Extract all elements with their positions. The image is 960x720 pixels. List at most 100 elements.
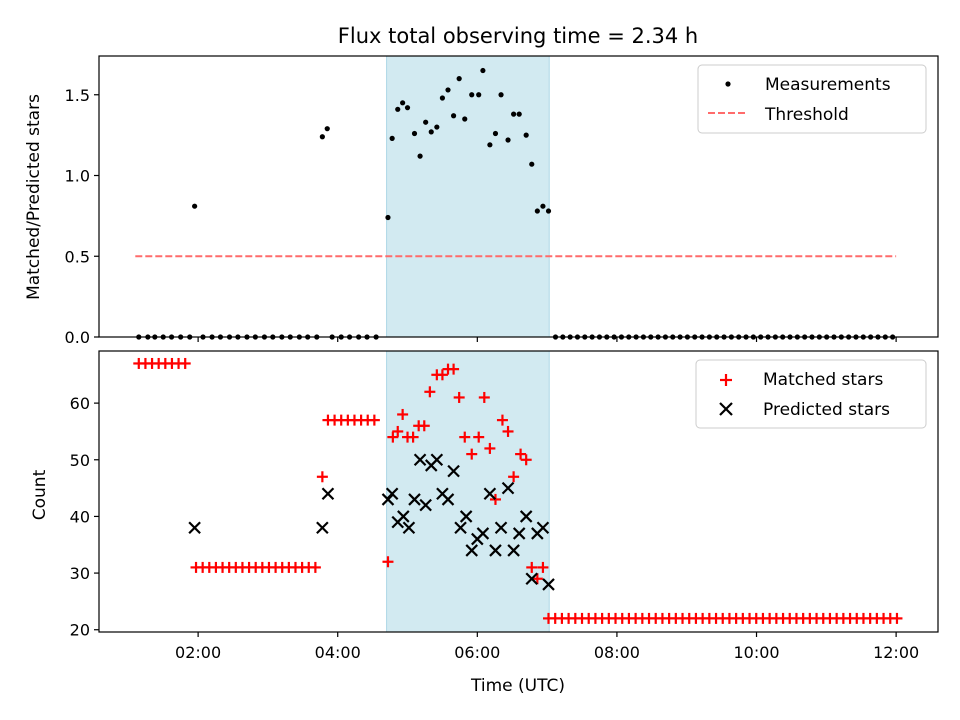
- matched-star-point: [537, 561, 549, 573]
- measurement-point: [217, 334, 224, 340]
- measurement-point: [648, 334, 654, 340]
- measurement-point: [802, 334, 808, 340]
- matched-star-point: [484, 442, 496, 454]
- bottom-observing-span: [386, 350, 550, 633]
- matched-star-point: [392, 425, 404, 437]
- measurement-point: [750, 334, 756, 340]
- predicted-star-point: [385, 487, 399, 501]
- predicted-star-point: [476, 527, 490, 540]
- measurement-point: [611, 334, 617, 340]
- measurement-point: [882, 334, 888, 340]
- legend-matched-label: Matched stars: [763, 370, 883, 390]
- bottom-y-tick-label: 60: [70, 394, 90, 413]
- measurement-point: [824, 334, 830, 340]
- measurement-point: [456, 76, 462, 82]
- matched-star-point: [424, 386, 436, 398]
- measurement-point: [706, 334, 713, 340]
- measurement-point: [385, 214, 391, 221]
- measurement-point: [655, 334, 661, 340]
- measurement-point: [516, 111, 522, 117]
- matched-star-point: [520, 454, 532, 466]
- measurement-point: [596, 334, 603, 340]
- x-tick-label: 08:00: [594, 643, 640, 662]
- matched-star-point: [316, 471, 328, 483]
- measurement-point: [136, 334, 142, 340]
- measurement-point: [314, 334, 320, 340]
- bottom-y-tick-label: 50: [70, 451, 90, 470]
- predicted-star-point: [525, 572, 539, 586]
- top-y-tick-label: 0.5: [65, 247, 90, 266]
- x-tick-label: 12:00: [873, 643, 919, 662]
- matched-star-point: [496, 414, 508, 426]
- predicted-star-point: [465, 544, 479, 557]
- predicted-star-point: [454, 521, 467, 535]
- bottom-axes-frame: [98, 350, 939, 633]
- matched-star-point: [397, 408, 409, 420]
- measurement-point: [772, 334, 778, 340]
- measurement-point: [209, 334, 215, 340]
- measurement-point: [545, 208, 552, 214]
- measurement-point: [604, 334, 610, 340]
- measurement-point: [305, 334, 311, 340]
- measurement-point: [480, 67, 486, 74]
- measurement-point: [589, 334, 595, 340]
- measurement-point: [743, 334, 749, 340]
- measurement-point: [868, 334, 874, 340]
- measurement-point: [692, 334, 698, 340]
- measurement-point: [684, 334, 691, 340]
- predicted-star-point: [321, 487, 335, 501]
- measurement-point: [279, 334, 285, 340]
- measurement-point: [152, 334, 158, 340]
- bottom-y-tick-label: 40: [70, 507, 90, 526]
- predicted-star-point: [542, 578, 555, 591]
- measurement-point: [560, 334, 566, 340]
- legend-predicted-marker: [719, 402, 733, 416]
- measurement-point: [145, 334, 151, 340]
- measurement-point: [699, 334, 705, 340]
- matched-star-point: [382, 556, 394, 568]
- measurement-point: [329, 334, 335, 340]
- predicted-star-point: [402, 521, 416, 535]
- measurement-point: [809, 334, 815, 340]
- measurement-point: [400, 100, 406, 106]
- measurement-point: [356, 334, 362, 340]
- measurement-point: [434, 124, 440, 130]
- x-tick-label: 10:00: [733, 643, 779, 662]
- measurement-point: [780, 334, 786, 340]
- measurement-point: [618, 334, 625, 340]
- predicted-star-point: [447, 464, 460, 478]
- measurement-point: [853, 334, 859, 340]
- top-observing-span: [386, 55, 550, 338]
- matched-star-point: [466, 448, 478, 460]
- top-y-tick-label: 1.5: [65, 86, 90, 105]
- measurement-point: [567, 334, 573, 340]
- predicted-star-point: [459, 510, 473, 523]
- matched-star-point: [309, 561, 321, 573]
- legend-threshold-label: Threshold: [764, 105, 849, 125]
- measurement-point: [670, 334, 676, 340]
- predicted-star-point: [494, 521, 508, 535]
- predicted-star-point: [188, 521, 201, 535]
- measurement-point: [319, 134, 325, 140]
- measurement-point: [187, 334, 193, 340]
- top-y-tick-label: 0.0: [65, 328, 90, 347]
- predicted-star-point: [430, 453, 444, 467]
- top-y-tick-label: 1.0: [65, 167, 90, 186]
- measurement-point: [287, 334, 293, 340]
- measurement-point: [168, 334, 175, 340]
- measurement-point: [476, 92, 482, 98]
- matched-star-point: [179, 357, 191, 369]
- measurement-point: [445, 87, 451, 93]
- measurement-point: [338, 334, 344, 340]
- measurement-point: [875, 334, 881, 340]
- measurement-point: [640, 334, 647, 340]
- bottom-y-axis-label: Count: [30, 469, 50, 520]
- measurement-point: [765, 334, 771, 340]
- measurement-point: [423, 119, 429, 125]
- bottom-y-tick-label: 20: [70, 621, 90, 640]
- top-legend-frame: [697, 64, 927, 134]
- measurement-point: [244, 334, 250, 340]
- matched-star-point: [531, 573, 543, 585]
- measurement-point: [364, 334, 370, 340]
